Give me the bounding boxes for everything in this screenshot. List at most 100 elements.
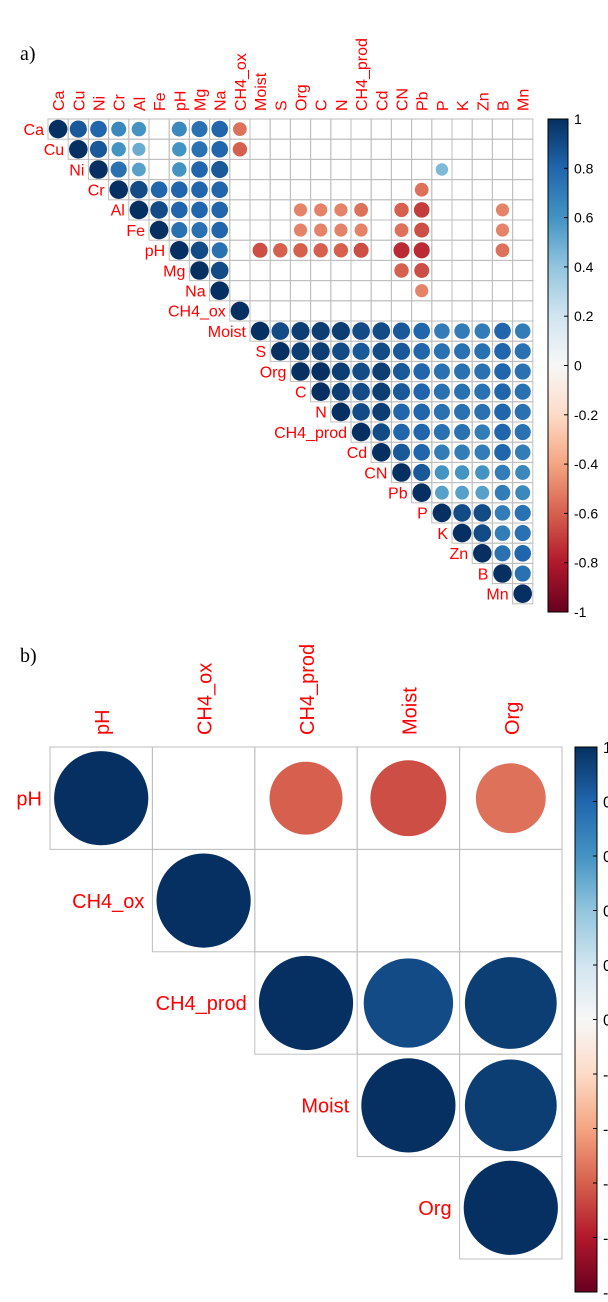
panel-a-point-ph-pb (413, 242, 430, 259)
panel-a-point-moist-b (494, 322, 511, 340)
panel-a-point-org-cn (392, 362, 411, 381)
panel-a-grid-cell (249, 259, 271, 282)
panel-a-column-label-cd: Cd (374, 91, 391, 111)
panel-b-row-label-ch4-ox: CH4_ox (72, 891, 144, 913)
panel-a-point-pb-p (435, 485, 449, 500)
panel-a-point-p-k (453, 504, 471, 522)
panel-a-row-label-ph: pH (145, 243, 165, 260)
panel-a-column-label-al: Al (132, 97, 149, 111)
panel-a-grid-cell (350, 158, 372, 181)
panel-a-colorbar-label: 0.4 (574, 259, 594, 275)
panel-a-grid-cell (431, 239, 453, 261)
panel-b-colorbar-label: -0.8 (603, 1230, 608, 1247)
panel-a-point-s-ch4-prod (352, 342, 370, 360)
panel-b-point-ch4-ox-ch4-ox (156, 853, 251, 948)
panel-a-point-k-b (494, 525, 511, 541)
panel-a-point-n-b (494, 403, 511, 421)
panel-a-colorbar-label: 0.2 (574, 308, 594, 324)
panel-a-colorbar-label: -0.2 (574, 407, 598, 423)
panel-a-point-ch4-prod-pb (413, 423, 431, 441)
panel-a-grid-cell (229, 219, 251, 241)
panel-a-point-al-ch4-prod (354, 203, 368, 217)
panel-a-point-moist-n (331, 322, 350, 341)
panel-a-point-n-cn (393, 403, 410, 421)
panel-b-point-moist-org (464, 1059, 557, 1152)
panel-a-point-c-k (454, 383, 471, 400)
panel-a-point-ch4-prod-mn (514, 424, 531, 441)
panel-a-point-cu-cr (111, 142, 126, 157)
panel-a-point-fe-ch4-prod (354, 223, 368, 237)
panel-a-column-label-cn: CN (395, 88, 412, 111)
panel-a-point-fe-n (334, 223, 348, 237)
panel-a-grid-cell (370, 300, 392, 322)
panel-a-row-label-mg: Mg (163, 263, 185, 280)
panel-a-point-pb-pb (412, 483, 431, 502)
panel-a-grid-cell (471, 259, 493, 282)
panel-a-column-label-org: Org (294, 84, 311, 111)
panel-a-grid-cell (491, 300, 514, 322)
panel-a-grid-cell (491, 158, 514, 181)
panel-a-point-s-p (433, 343, 450, 360)
panel-a-point-cr-fe (150, 181, 168, 199)
panel-a-grid-cell (451, 138, 473, 160)
panel-a-grid-cell (330, 158, 352, 181)
panel-a-point-s-k (454, 343, 471, 360)
panel-a-grid-cell (289, 179, 312, 201)
panel-a-row-label-cd: Cd (347, 445, 367, 462)
panel-a-colorbar-label: 1 (574, 111, 582, 127)
panel-a-grid-cell (148, 118, 170, 140)
panel-a-grid-cell (431, 138, 453, 160)
panel-a-point-mg-na (210, 261, 229, 280)
panel-a-grid-cell (451, 158, 473, 181)
panel-a-point-ch4-prod-cn (393, 423, 410, 441)
panel-a-grid-cell (471, 179, 493, 201)
panel-a-grid-cell (471, 300, 493, 322)
panel-a-point-n-k (454, 403, 471, 420)
panel-b-colorbar-label: 1 (603, 740, 608, 757)
panel-a-point-org-b (494, 363, 511, 380)
panel-a-grid-cell (148, 138, 170, 160)
panel-a-point-fe-org (293, 223, 308, 237)
panel-a-point-ni-ph (172, 162, 187, 177)
panel-a-grid-cell (370, 138, 392, 160)
panel-a-column-label-s: S (273, 100, 290, 111)
panel-a-point-cd-p (434, 444, 450, 461)
panel-a-point-p-mn (514, 504, 531, 521)
panel-a-grid-cell (310, 280, 332, 302)
panel-b-colorbar-label: 0.6 (603, 849, 608, 866)
panel-a-point-al-fe (150, 201, 168, 219)
panel-a-grid-cell (249, 300, 271, 322)
panel-a-row-label-ca: Ca (24, 122, 45, 139)
panel-a-point-ch4-prod-b (494, 423, 511, 441)
panel-a-point-al-cn (394, 202, 409, 218)
panel-a-point-s-cn (392, 342, 411, 360)
panel-a-point-ni-p (435, 163, 449, 176)
panel-b-point-org-org (463, 1160, 558, 1255)
panel-a-grid-cell (370, 219, 392, 241)
panel-a-grid-cell (512, 179, 534, 201)
panel-a-point-pb-k (455, 485, 469, 500)
panel-a-point-moist-mn (514, 323, 531, 339)
panel-a-point-zn-zn (473, 544, 492, 563)
panel-a-point-moist-p (434, 323, 450, 339)
panel-a-column-label-ca: Ca (51, 90, 68, 111)
panel-a-grid-cell (249, 219, 271, 241)
panel-a-point-cn-k (454, 465, 470, 480)
panel-a-point-zn-mn (514, 544, 532, 562)
panel-a-point-cu-na (211, 140, 229, 158)
panel-a-grid-cell (289, 280, 312, 302)
panel-b-point-ph-moist (370, 760, 447, 837)
panel-a-grid-cell (512, 158, 534, 181)
panel-a-point-k-zn (473, 524, 492, 542)
panel-a-column-label-pb: Pb (415, 91, 432, 111)
panel-a-colorbar-label: -0.6 (574, 505, 598, 521)
panel-a-point-s-cd (372, 342, 391, 361)
panel-a-grid-cell (370, 158, 392, 181)
panel-a-point-cr-ph (170, 181, 188, 199)
panel-a-grid-cell (310, 158, 332, 181)
panel-a-column-label-ph: pH (172, 91, 189, 111)
panel-a-point-ph-moist (252, 242, 268, 258)
panel-a-row-label-n: N (315, 405, 327, 422)
panel-a-point-org-k (454, 363, 471, 380)
panel-a-grid-cell (370, 259, 392, 282)
